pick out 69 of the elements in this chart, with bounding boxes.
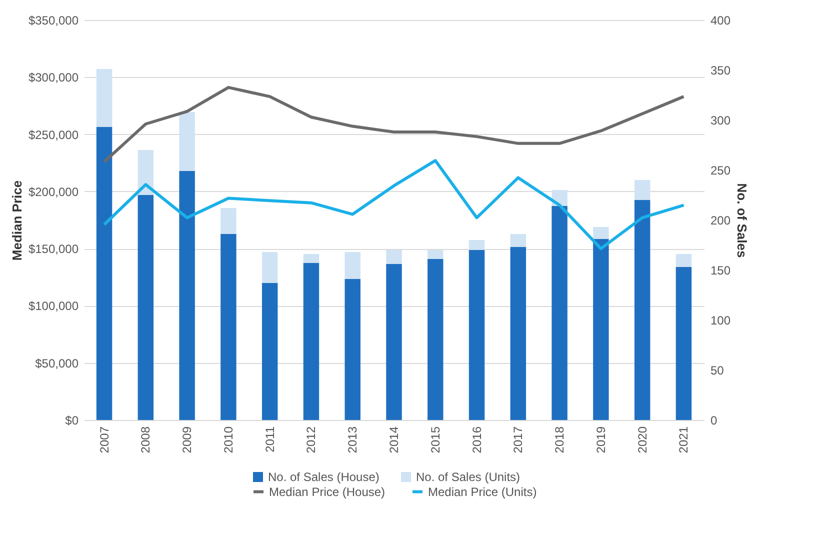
y2-tick-label: 150	[710, 264, 731, 278]
line-series	[102, 159, 686, 250]
y-tick-label: $100,000	[28, 299, 79, 314]
x-tick-label: 2019	[594, 426, 608, 454]
x-tick-label: 2010	[221, 426, 236, 454]
x-tick-label: 2016	[470, 426, 484, 454]
y-tick-label: $350,000	[28, 14, 79, 28]
y2-tick-label: 50	[710, 364, 724, 378]
bar	[676, 254, 692, 267]
bar	[468, 240, 485, 250]
bar	[386, 264, 402, 420]
bar	[593, 239, 609, 420]
y2-tick-label: 250	[710, 164, 731, 178]
y2-tick-label: 200	[710, 214, 731, 228]
bar	[634, 200, 650, 420]
x-tick-label: 2020	[635, 426, 650, 454]
bar	[96, 127, 112, 420]
legend-label: Median Price (House)	[269, 484, 386, 499]
x-tick-label: 2018	[552, 426, 567, 454]
line-series	[102, 86, 686, 164]
bar	[386, 250, 402, 264]
y2-tick-label: 350	[710, 64, 731, 78]
bar	[220, 234, 236, 420]
y-tick-label: $250,000	[28, 128, 79, 142]
x-tick-label: 2008	[138, 426, 153, 454]
bar	[552, 206, 568, 420]
bar	[428, 250, 444, 259]
x-tick-label: 2009	[180, 426, 194, 454]
y-tick-label: $200,000	[28, 184, 79, 199]
bar	[428, 259, 444, 420]
legend-label: No. of Sales (Units)	[416, 470, 520, 484]
y2-tick-label: 100	[710, 314, 731, 328]
bar	[138, 150, 154, 195]
bar	[262, 283, 278, 420]
x-tick-label: 2011	[262, 426, 277, 452]
x-tick-label: 2014	[387, 426, 401, 454]
x-tick-label: 2013	[346, 426, 360, 454]
bar	[510, 234, 526, 247]
y2-tick-label: 400	[710, 14, 731, 28]
y-tick-label: $50,000	[35, 356, 79, 370]
bar	[179, 112, 195, 171]
bar	[676, 267, 692, 420]
bar	[262, 252, 278, 283]
legend-label: No. of Sales (House)	[268, 470, 380, 484]
y2-tick-label: 300	[710, 114, 731, 128]
bar	[96, 69, 112, 127]
y2-axis-title: No. of Sales	[734, 183, 750, 258]
bar	[593, 227, 609, 239]
bar	[220, 208, 236, 234]
y2-tick-label: 0	[710, 414, 718, 428]
bar	[179, 171, 195, 420]
x-tick-label: 2015	[428, 426, 442, 454]
bar	[303, 254, 320, 263]
x-tick-label: 2021	[676, 426, 691, 454]
legend-label: Median Price (Units)	[428, 484, 537, 499]
y-tick-label: $0	[65, 414, 79, 428]
y-tick-label: $300,000	[28, 70, 79, 85]
y-axis-title: Median Price	[9, 180, 24, 261]
x-tick-label: 2007	[97, 426, 112, 454]
bar	[344, 279, 360, 420]
x-tick-label: 2017	[511, 426, 526, 454]
bar	[634, 180, 650, 200]
y-tick-label: $150,000	[28, 242, 79, 256]
bar	[303, 263, 320, 420]
bar	[510, 247, 526, 420]
bar	[468, 250, 485, 420]
bar	[138, 195, 154, 420]
x-tick-label: 2012	[304, 426, 318, 454]
bar	[344, 252, 360, 279]
